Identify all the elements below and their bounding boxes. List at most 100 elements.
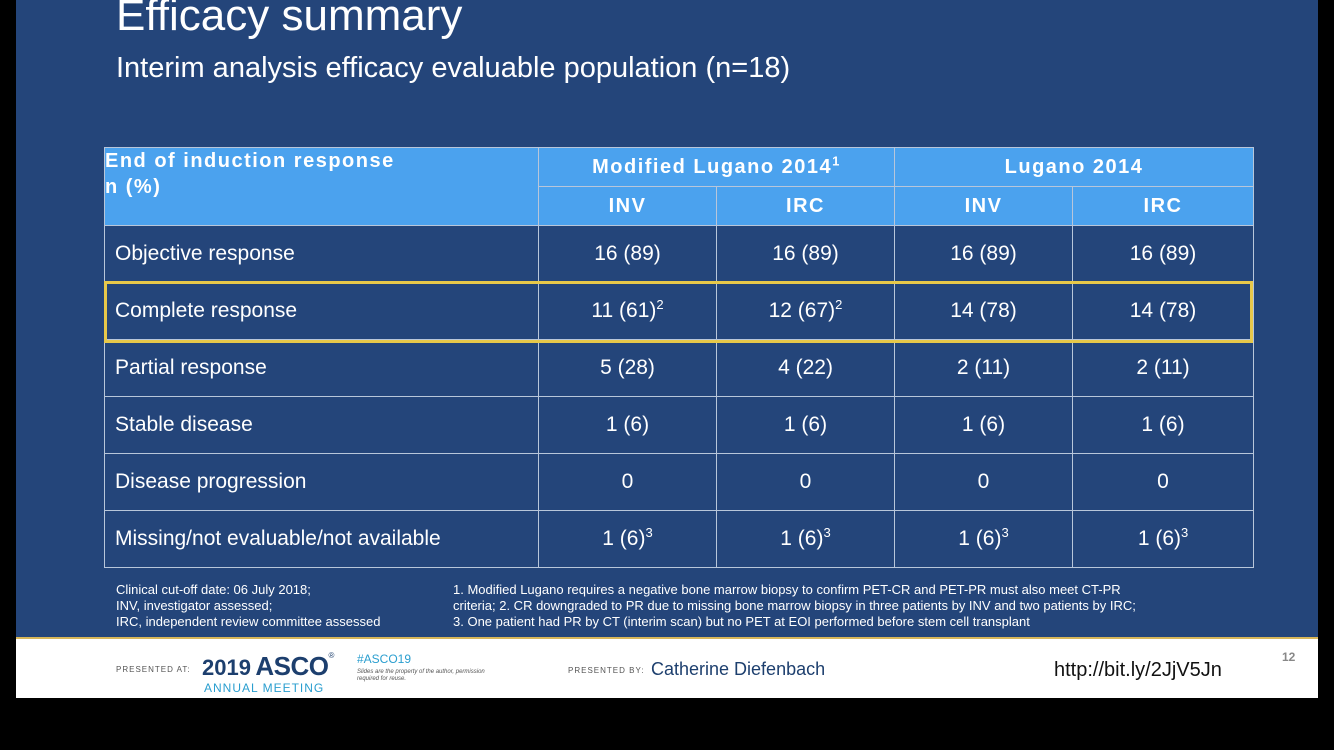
table-row: Objective response 16 (89) 16 (89) 16 (89) 1… — [104, 225, 1255, 283]
table-cell: 1 (6) — [1072, 396, 1255, 454]
slide-title: Efficacy summary — [116, 0, 463, 40]
corner-line-2: n (%) — [105, 176, 162, 198]
cell-value: 1 (6) — [961, 413, 1006, 436]
note-left-line: INV, investigator assessed; — [116, 598, 273, 613]
table-cell: 16 (89) — [1072, 225, 1255, 283]
group-header-1-text: Modified Lugano 2014 — [592, 155, 833, 178]
table-cell: 1 (6)3 — [1072, 510, 1255, 568]
cell-footnote-ref: 3 — [645, 525, 653, 540]
table-cell: 1 (6) — [538, 396, 717, 454]
cell-value: 5 (28) — [600, 356, 655, 379]
asco-name: ASCO — [255, 651, 329, 681]
table-cell: 1 (6)3 — [715, 510, 896, 568]
table-cell: 1 (6)3 — [538, 510, 717, 568]
table-cell: 0 — [715, 453, 896, 511]
cell-value: 4 (22) — [778, 356, 833, 379]
right-letterbox — [1318, 0, 1334, 750]
presented-by-label: PRESENTED BY: — [568, 666, 645, 675]
slide-subtitle: Interim analysis efficacy evaluable popu… — [116, 52, 791, 84]
cell-value: 0 — [1157, 470, 1169, 493]
cell-value: 2 (11) — [1136, 356, 1190, 379]
trademark-icon: ® — [328, 651, 335, 660]
table-cell: 4 (22) — [715, 339, 896, 397]
cell-value: 1 (6) — [602, 527, 646, 550]
cell-value: 0 — [621, 470, 634, 493]
table-cell: 2 (11) — [1072, 339, 1255, 397]
cell-value: 1 (6) — [780, 527, 824, 550]
table-cell: 2 (11) — [894, 339, 1074, 397]
subheader-irc-2: IRC — [1072, 186, 1255, 226]
cell-value: 0 — [799, 470, 812, 493]
cell-footnote-ref: 3 — [1001, 525, 1009, 540]
footer-divider — [16, 637, 1318, 639]
cell-value: 1 (6) — [958, 527, 1002, 550]
footnotes-left: Clinical cut-off date: 06 July 2018; INV… — [116, 582, 436, 630]
table-row: Missing/not evaluable/not available 1 (6)… — [104, 510, 1255, 568]
table-cell: 1 (6)3 — [894, 510, 1074, 568]
note-left-line: Clinical cut-off date: 06 July 2018; — [116, 582, 311, 597]
cell-value: 1 (6) — [1141, 413, 1185, 436]
cell-value: 11 (61) — [591, 299, 657, 322]
table-cell: 1 (6) — [894, 396, 1074, 454]
cell-value: 16 (89) — [594, 242, 661, 265]
table-cell: 1 (6) — [715, 396, 896, 454]
table-row: Disease progression 0 0 0 0 — [104, 453, 1255, 511]
group-header-1-sup: 1 — [832, 152, 841, 168]
row-label: Complete response — [104, 282, 539, 340]
table-body: Objective response 16 (89) 16 (89) 16 (89) 1… — [104, 225, 1255, 568]
table-cell: 16 (89) — [538, 225, 717, 283]
row-label: Stable disease — [104, 396, 539, 454]
subheader-inv-1: INV — [538, 186, 717, 226]
cell-footnote-ref: 3 — [823, 525, 831, 540]
cell-value: 0 — [977, 470, 990, 493]
table-cell: 12 (67)2 — [715, 282, 896, 340]
cell-value: 14 (78) — [1129, 299, 1197, 322]
row-label: Objective response — [104, 225, 539, 283]
note-right-line: 3. One patient had PR by CT (interim sca… — [453, 614, 1030, 629]
presenter-name: Catherine Diefenbach — [651, 659, 826, 679]
presented-at-label: PRESENTED AT: — [116, 665, 191, 674]
subheader-irc-1: IRC — [715, 186, 896, 226]
note-right-line: 1. Modified Lugano requires a negative b… — [453, 582, 1121, 597]
page-number: 12 — [1282, 650, 1296, 664]
slides-link[interactable]: http://bit.ly/2JjV5Jn — [1054, 659, 1222, 681]
cell-footnote-ref: 2 — [656, 297, 664, 312]
cell-value: 1 (6) — [605, 413, 650, 436]
table-cell: 14 (78) — [1072, 282, 1255, 340]
asco-logo: 2019 ASCO® ANNUAL MEETING — [202, 651, 335, 695]
table-cell: 0 — [1072, 453, 1255, 511]
group-header-lugano: Lugano 2014 — [894, 147, 1255, 187]
cell-value: 16 (89) — [772, 242, 839, 265]
footer-bar: PRESENTED AT: 2019 ASCO® ANNUAL MEETING … — [16, 637, 1318, 698]
row-label: Partial response — [104, 339, 539, 397]
table-corner-header: End of induction response n (%) — [104, 147, 539, 226]
footnotes-right: 1. Modified Lugano requires a negative b… — [453, 582, 1263, 630]
table-row: Partial response 5 (28) 4 (22) 2 (11) 2 (11) — [104, 339, 1255, 397]
corner-line-1: End of induction response — [105, 150, 395, 172]
note-left-line: IRC, independent review committee assess… — [116, 614, 381, 629]
cell-value: 16 (89) — [950, 242, 1017, 265]
note-right-line: criteria; 2. CR downgraded to PR due to … — [453, 598, 1136, 613]
cell-value: 16 (89) — [1129, 242, 1197, 265]
hashtag: #ASCO19 — [357, 652, 412, 666]
group-header-modified-lugano: Modified Lugano 20141 — [537, 147, 896, 187]
cell-footnote-ref: 2 — [835, 297, 843, 312]
slide: Efficacy summary Interim analysis effica… — [16, 0, 1318, 698]
asco-year: 2019 — [202, 655, 251, 680]
table-cell: 11 (61)2 — [538, 282, 717, 340]
row-label: Missing/not evaluable/not available — [104, 510, 539, 568]
cell-value: 1 (6) — [1137, 527, 1181, 550]
cell-footnote-ref: 3 — [1181, 525, 1189, 540]
table-cell: 0 — [894, 453, 1074, 511]
cell-value: 1 (6) — [783, 413, 828, 436]
cell-value: 12 (67) — [768, 299, 836, 322]
table-row: Stable disease 1 (6) 1 (6) 1 (6) 1 (6) — [104, 396, 1255, 454]
table-cell: 16 (89) — [715, 225, 896, 283]
table-cell: 14 (78) — [894, 282, 1074, 340]
efficacy-table: End of induction response n (%) Modified… — [104, 147, 1255, 568]
subheader-inv-2: INV — [894, 186, 1074, 226]
table-cell: 5 (28) — [538, 339, 717, 397]
row-label: Disease progression — [104, 453, 539, 511]
asco-meeting-label: ANNUAL MEETING — [204, 681, 325, 695]
table-row: Complete response 11 (61)2 12 (67)2 14 (78)… — [104, 282, 1255, 340]
